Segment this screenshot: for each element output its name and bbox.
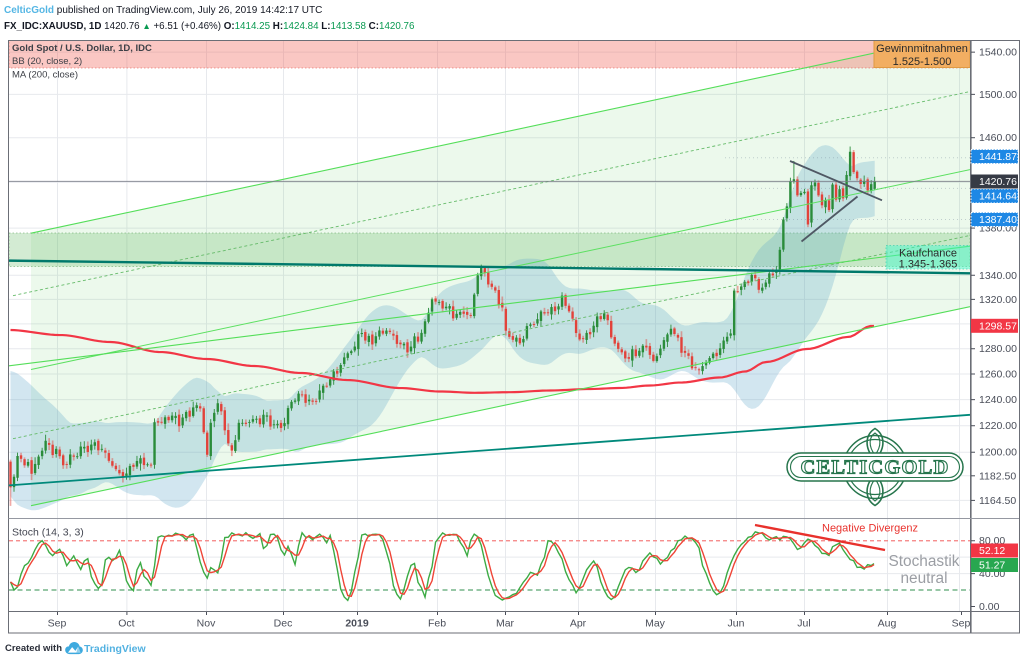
svg-text:MA (200, close): MA (200, close) (12, 70, 78, 81)
svg-text:Jun: Jun (728, 618, 745, 630)
svg-text:Feb: Feb (428, 618, 446, 630)
svg-text:Jul: Jul (797, 618, 810, 630)
svg-text:1320.00: 1320.00 (979, 294, 1017, 306)
svg-text:1.345-1.365: 1.345-1.365 (899, 259, 958, 271)
svg-text:1460.00: 1460.00 (979, 132, 1017, 144)
svg-text:Negative Divergenz: Negative Divergenz (822, 523, 918, 535)
svg-text:1164.50: 1164.50 (979, 495, 1016, 507)
svg-text:1182.50: 1182.50 (979, 470, 1016, 482)
svg-text:CELTICGOLD: CELTICGOLD (800, 457, 949, 479)
svg-text:1220.00: 1220.00 (979, 420, 1017, 432)
svg-text:1280.00: 1280.00 (979, 343, 1017, 355)
svg-text:0.00: 0.00 (979, 601, 1000, 613)
svg-text:52.12: 52.12 (979, 545, 1005, 557)
svg-text:Sep: Sep (48, 618, 67, 630)
svg-text:Sep: Sep (952, 618, 971, 630)
svg-text:1298.57: 1298.57 (979, 320, 1017, 332)
svg-text:Gold Spot / U.S. Dollar, 1D, I: Gold Spot / U.S. Dollar, 1D, IDC (12, 43, 152, 54)
svg-text:1540.00: 1540.00 (979, 47, 1017, 59)
svg-text:1240.00: 1240.00 (979, 394, 1017, 406)
svg-text:1260.00: 1260.00 (979, 368, 1017, 380)
svg-text:2019: 2019 (345, 618, 369, 630)
svg-text:Kaufchance: Kaufchance (899, 248, 957, 260)
svg-text:1200.00: 1200.00 (979, 447, 1017, 459)
svg-text:Mar: Mar (496, 618, 515, 630)
svg-text:1420.76: 1420.76 (979, 176, 1017, 188)
svg-text:1.525-1.500: 1.525-1.500 (893, 56, 952, 68)
svg-text:BB (20, close, 2): BB (20, close, 2) (12, 56, 82, 67)
svg-text:May: May (645, 618, 666, 630)
svg-text:51.27: 51.27 (979, 560, 1005, 572)
svg-text:Apr: Apr (570, 618, 587, 630)
svg-text:1441.87: 1441.87 (979, 151, 1017, 163)
svg-text:neutral: neutral (900, 570, 947, 587)
svg-text:Oct: Oct (118, 618, 134, 630)
svg-text:1340.00: 1340.00 (979, 270, 1017, 282)
svg-text:1387.40: 1387.40 (979, 214, 1017, 226)
svg-text:Nov: Nov (197, 618, 216, 630)
svg-text:1500.00: 1500.00 (979, 89, 1017, 101)
svg-text:Aug: Aug (878, 618, 897, 630)
svg-text:Gewinnmitnahmen: Gewinnmitnahmen (876, 43, 968, 55)
svg-text:Stochastik: Stochastik (888, 553, 959, 570)
svg-text:Stoch (14, 3, 3): Stoch (14, 3, 3) (12, 527, 84, 539)
svg-text:1414.64: 1414.64 (979, 191, 1017, 203)
svg-text:Dec: Dec (274, 618, 293, 630)
